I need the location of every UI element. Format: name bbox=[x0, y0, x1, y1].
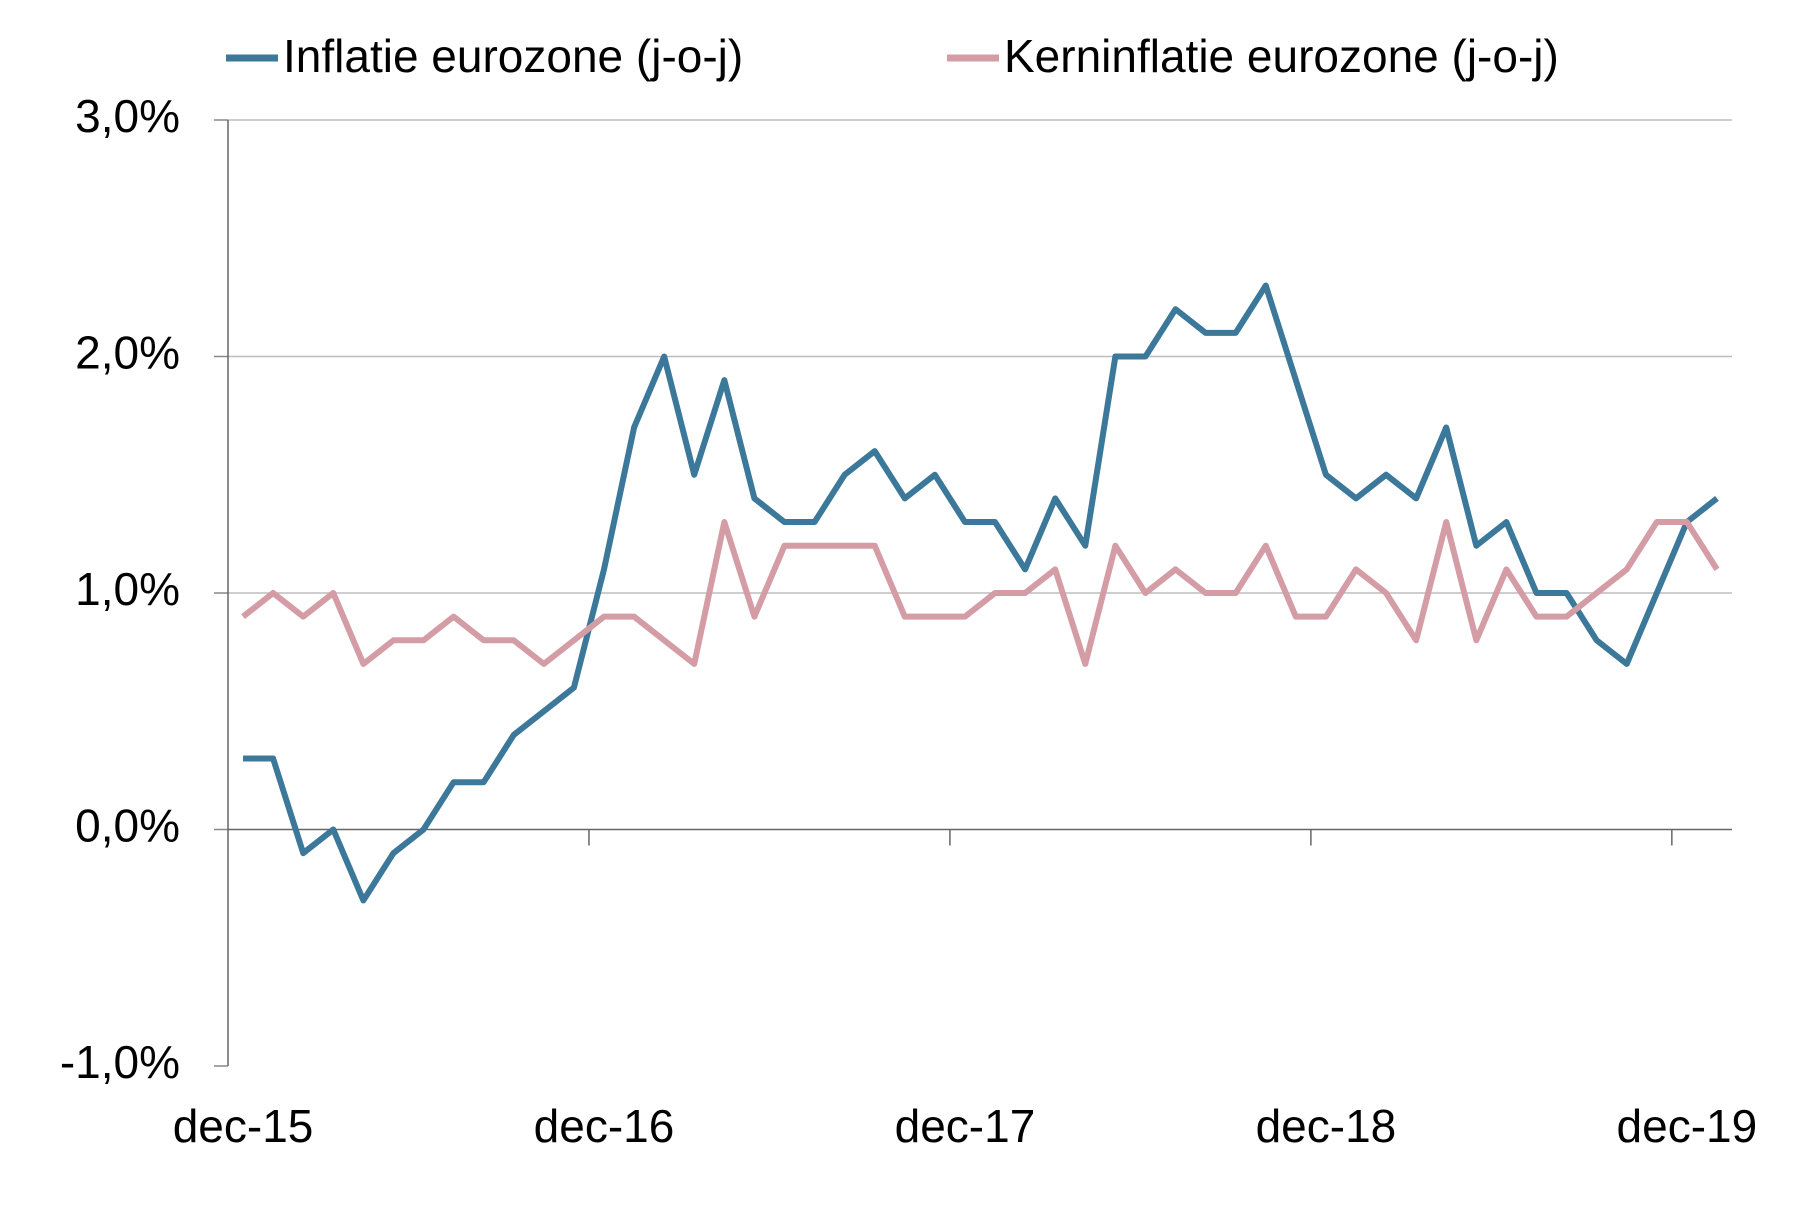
series-line bbox=[241, 519, 1720, 667]
x-tick-label: dec-18 bbox=[1256, 1100, 1397, 1152]
series-line bbox=[243, 282, 1719, 904]
x-tick-label: dec-16 bbox=[534, 1100, 675, 1152]
legend-label: Inflatie eurozone (j-o-j) bbox=[283, 30, 743, 82]
y-tick-label: 0,0% bbox=[75, 800, 180, 852]
y-tick-label: -1,0% bbox=[60, 1036, 180, 1088]
y-tick-label: 2,0% bbox=[75, 327, 180, 379]
legend-label: Kerninflatie eurozone (j-o-j) bbox=[1004, 30, 1559, 82]
y-tick-label: 3,0% bbox=[75, 90, 180, 142]
x-tick-label: dec-19 bbox=[1617, 1100, 1758, 1152]
x-tick-label: dec-17 bbox=[895, 1100, 1036, 1152]
y-tick-label: 1,0% bbox=[75, 563, 180, 615]
x-tick-label: dec-15 bbox=[173, 1100, 314, 1152]
